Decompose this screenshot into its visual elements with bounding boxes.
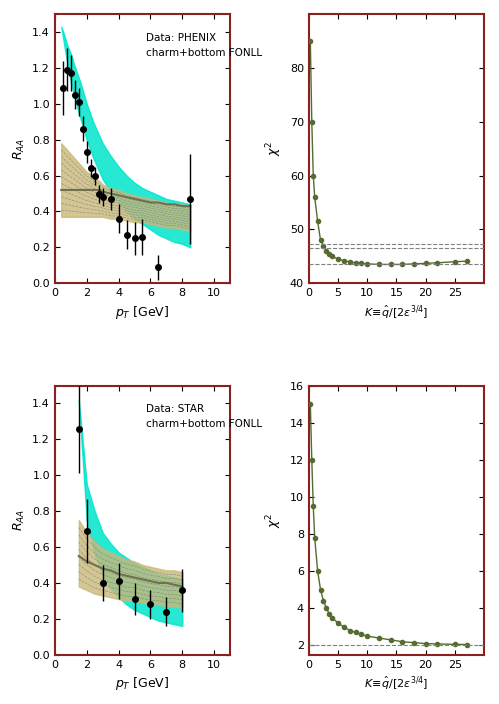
Y-axis label: $R_{AA}$: $R_{AA}$	[11, 509, 27, 531]
X-axis label: $K\!\equiv\!\hat{q}/[2\varepsilon^{3/4}]$: $K\!\equiv\!\hat{q}/[2\varepsilon^{3/4}]…	[364, 675, 429, 693]
X-axis label: $p_T$ [GeV]: $p_T$ [GeV]	[115, 303, 170, 321]
X-axis label: $p_T$ [GeV]: $p_T$ [GeV]	[115, 675, 170, 692]
Y-axis label: $\chi^2$: $\chi^2$	[265, 513, 284, 528]
Y-axis label: $\chi^2$: $\chi^2$	[265, 141, 284, 156]
Y-axis label: $R_{AA}$: $R_{AA}$	[11, 138, 27, 160]
Text: Data: STAR
charm+bottom FONLL: Data: STAR charm+bottom FONLL	[146, 404, 262, 429]
X-axis label: $K\!\equiv\!\hat{q}/[2\varepsilon^{3/4}]$: $K\!\equiv\!\hat{q}/[2\varepsilon^{3/4}]…	[364, 303, 429, 322]
Text: Data: PHENIX
charm+bottom FONLL: Data: PHENIX charm+bottom FONLL	[146, 33, 262, 58]
